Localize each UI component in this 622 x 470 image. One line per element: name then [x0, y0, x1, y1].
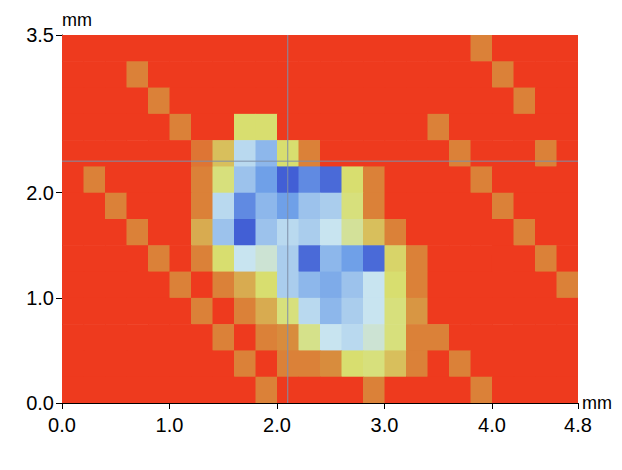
svg-text:2.0: 2.0	[263, 414, 291, 436]
svg-text:2.0: 2.0	[26, 182, 54, 204]
svg-text:4.0: 4.0	[478, 414, 506, 436]
svg-text:3.0: 3.0	[371, 414, 399, 436]
svg-text:0.0: 0.0	[26, 392, 54, 414]
svg-text:mm: mm	[582, 393, 612, 413]
svg-text:0.0: 0.0	[48, 414, 76, 436]
svg-text:1.0: 1.0	[26, 287, 54, 309]
svg-text:4.8: 4.8	[564, 414, 592, 436]
svg-text:3.5: 3.5	[26, 24, 54, 46]
svg-text:mm: mm	[62, 10, 92, 30]
svg-text:1.0: 1.0	[156, 414, 184, 436]
